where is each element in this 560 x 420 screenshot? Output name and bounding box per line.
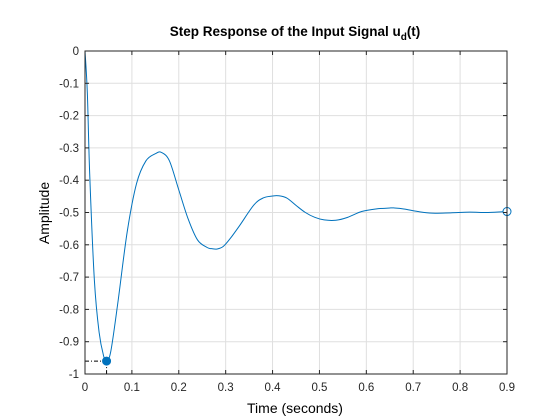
x-tick-label: 0 — [82, 382, 88, 394]
y-tick-label: -0.2 — [59, 111, 79, 123]
x-tick-label: 0.7 — [405, 382, 421, 394]
peak-response-marker — [102, 356, 112, 366]
chart-title: Step Response of the Input Signal ud(t) — [170, 24, 421, 43]
y-axis-label: Amplitude — [36, 182, 52, 244]
y-tick-label: -0.5 — [59, 208, 79, 220]
x-axis-label: Time (seconds) — [247, 400, 343, 416]
y-tick-label: -0.3 — [59, 143, 79, 155]
axis-ticks — [84, 50, 508, 375]
x-tick-labels: 0 0.1 0.2 0.3 0.4 0.5 0.6 0.7 0.8 0.9 — [82, 382, 515, 394]
y-tick-label: -1 — [69, 369, 79, 381]
y-tick-label: -0.1 — [59, 78, 79, 90]
y-tick-label: -0.9 — [59, 337, 79, 349]
x-tick-label: 0.1 — [124, 382, 140, 394]
chart-title-subscript: d — [401, 32, 407, 43]
x-tick-label: 0.4 — [265, 382, 282, 394]
y-tick-label: -0.4 — [59, 175, 79, 187]
x-tick-label: 0.2 — [171, 382, 187, 394]
y-tick-label: -0.7 — [59, 272, 79, 284]
x-tick-label: 0.5 — [311, 382, 327, 394]
y-tick-label: -0.8 — [59, 304, 79, 316]
y-tick-label: 0 — [73, 46, 79, 58]
x-tick-label: 0.8 — [452, 382, 468, 394]
chart-title-main: Step Response of the Input Signal u — [170, 24, 401, 39]
x-tick-label: 0.9 — [499, 382, 515, 394]
response-curve — [84, 50, 508, 362]
chart-title-end: (t) — [407, 24, 421, 39]
x-tick-label: 0.3 — [218, 382, 234, 394]
y-tick-labels: 0 -0.1 -0.2 -0.3 -0.4 -0.5 -0.6 -0.7 -0.8 -0.9 -1 — [59, 46, 79, 381]
y-tick-label: -0.6 — [59, 240, 79, 252]
x-tick-label: 0.6 — [358, 382, 374, 394]
plot-area — [84, 50, 512, 375]
